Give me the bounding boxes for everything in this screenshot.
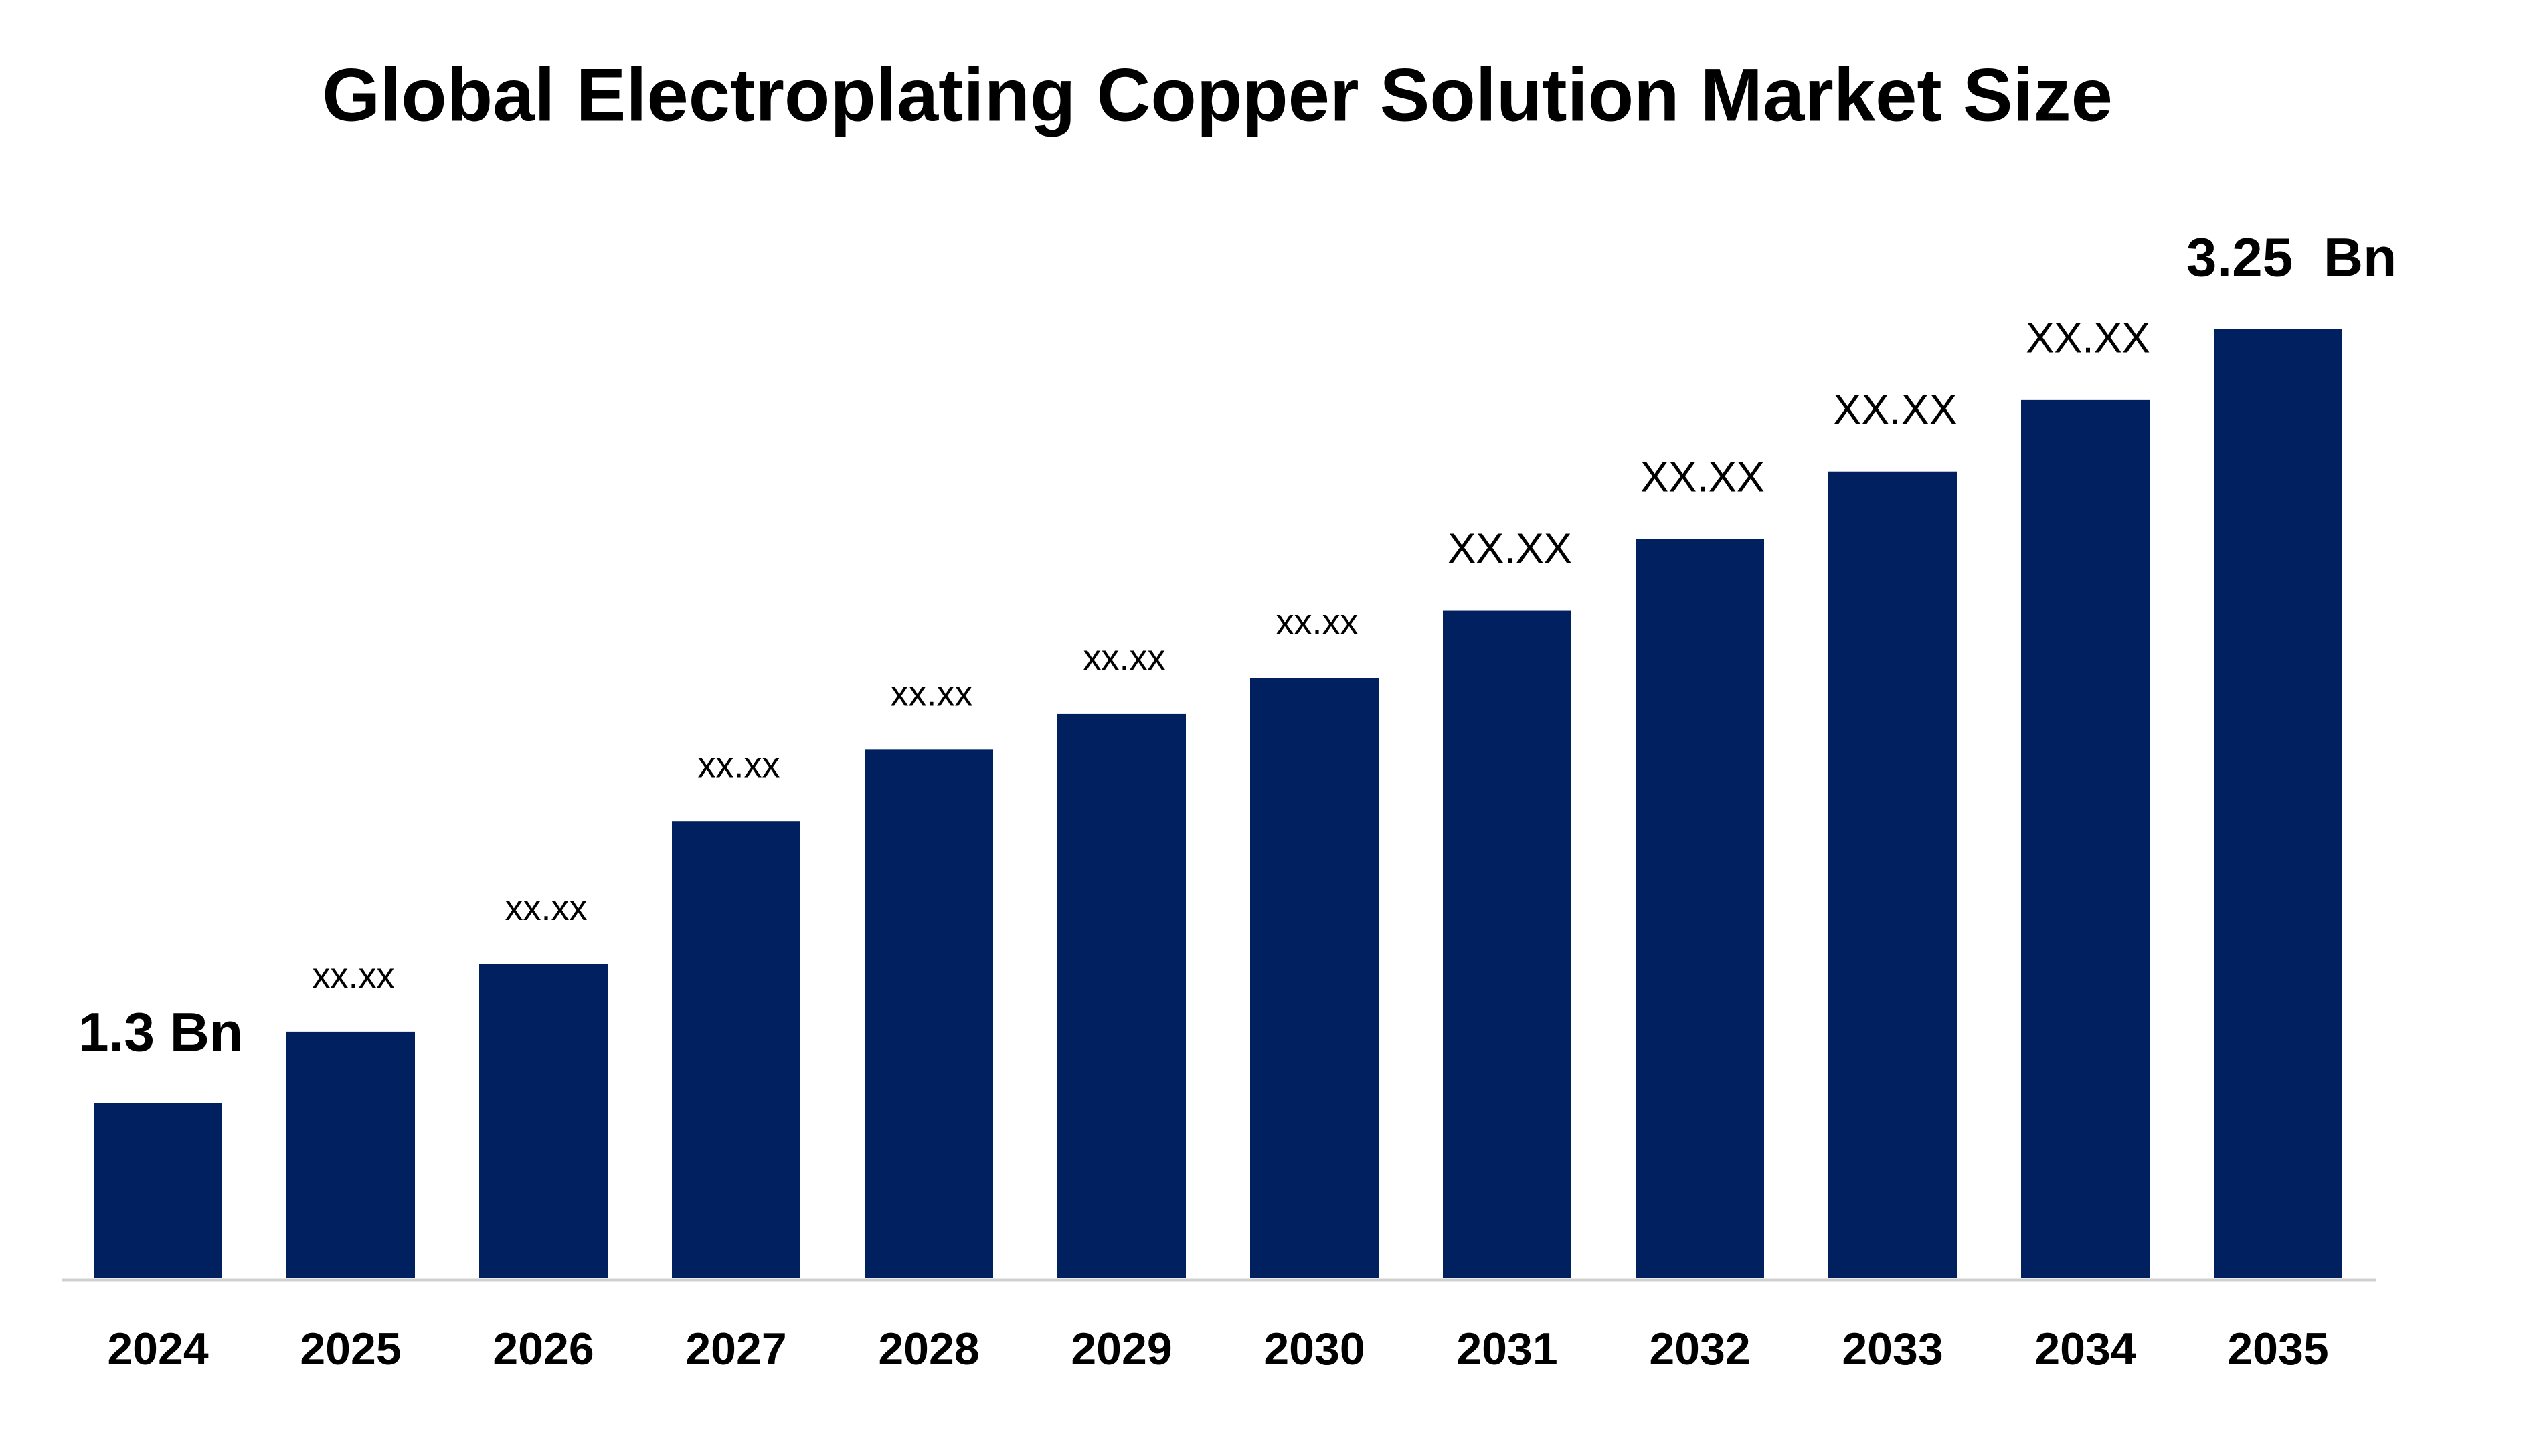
bar: [1828, 471, 1957, 1278]
value-label: 1.3 Bn: [78, 1002, 243, 1063]
bar: [2214, 329, 2342, 1278]
bar: [1636, 539, 1764, 1279]
value-label: xx.xx: [505, 888, 587, 928]
x-tick-label: 2032: [1649, 1324, 1750, 1374]
value-label: XX.XX: [1448, 525, 1572, 572]
x-tick-label: 2024: [107, 1324, 208, 1374]
chart-title: Global Electroplating Copper Solution Ma…: [322, 54, 2113, 137]
value-label: 3.25 Bn: [2186, 227, 2397, 288]
x-tick-label: 2028: [878, 1324, 979, 1374]
bar: [2021, 399, 2150, 1278]
value-label: XX.XX: [2026, 315, 2150, 362]
bar: [1250, 678, 1379, 1278]
value-label: xx.xx: [312, 955, 394, 996]
x-tick-label: 2033: [1842, 1324, 1943, 1374]
bar: [286, 1031, 415, 1278]
x-tick-label: 2027: [685, 1324, 786, 1374]
x-tick-label: 2031: [1456, 1324, 1557, 1374]
value-label: xx.xx: [697, 745, 780, 785]
x-tick-label: 2025: [300, 1324, 401, 1374]
bar: [672, 821, 800, 1278]
x-tick-label: 2030: [1264, 1324, 1365, 1374]
value-label: XX.XX: [1640, 454, 1765, 500]
value-label: xx.xx: [890, 674, 972, 714]
value-label: XX.XX: [1833, 386, 1957, 433]
bar: [865, 749, 993, 1278]
x-tick-label: 2029: [1071, 1324, 1172, 1374]
x-tick-label: 2026: [493, 1324, 594, 1374]
value-label: xx.xx: [1276, 602, 1358, 642]
value-label: xx.xx: [1083, 638, 1165, 678]
bar: [1443, 610, 1571, 1278]
bar: [1057, 713, 1186, 1278]
bar: [479, 964, 608, 1278]
bar: [94, 1103, 222, 1278]
x-tick-label: 2035: [2227, 1324, 2328, 1374]
x-tick-label: 2034: [2034, 1324, 2136, 1374]
